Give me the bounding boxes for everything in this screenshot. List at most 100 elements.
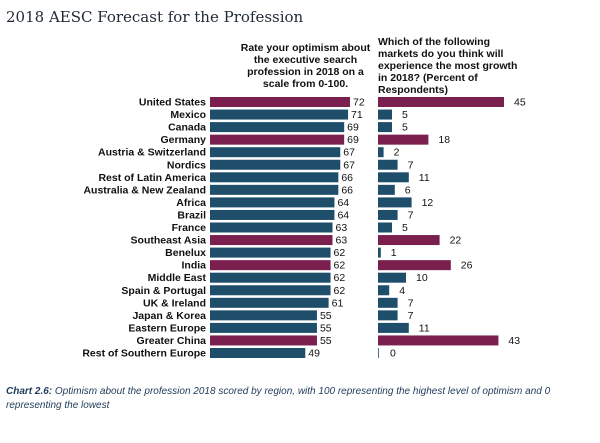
optimism-bar-brazil [210, 209, 335, 220]
optimism-value-australia-new-zealand: 66 [341, 184, 353, 196]
growth-value-brazil: 7 [408, 209, 414, 221]
optimism-value-middle-east: 62 [334, 272, 346, 284]
growth-bar-nordics [378, 159, 398, 170]
chart-caption: Chart 2.6: Optimism about the profession… [6, 385, 586, 413]
growth-bar-mexico [378, 109, 392, 120]
growth-bar-canada [378, 122, 392, 133]
growth-value-southeast-asia: 22 [450, 235, 462, 247]
growth-value-nordics: 7 [408, 159, 414, 171]
category-label-australia-new-zealand: Australia & New Zealand [83, 184, 206, 196]
growth-value-rest-of-latin-america: 11 [419, 172, 430, 184]
optimism-bar-canada [210, 122, 345, 133]
optimism-value-uk-ireland: 61 [332, 297, 344, 309]
growth-value-mexico: 5 [402, 109, 408, 121]
category-label-africa: Africa [176, 197, 206, 209]
optimism-value-eastern-europe: 55 [320, 322, 332, 334]
growth-bar-southeast-asia [378, 235, 440, 246]
growth-value-canada: 5 [402, 122, 408, 134]
optimism-bar-united-states [210, 97, 350, 107]
category-label-japan-korea: Japan & Korea [132, 310, 206, 322]
optimism-bar-austria-switzerland [210, 147, 341, 158]
growth-value-greater-china: 43 [508, 335, 520, 347]
category-label-india: India [181, 260, 206, 272]
optimism-value-southeast-asia: 63 [336, 235, 348, 247]
optimism-bar-spain-portugal [210, 285, 331, 296]
growth-value-uk-ireland: 7 [408, 297, 414, 309]
growth-bar-africa [378, 197, 412, 208]
optimism-bar-mexico [210, 109, 349, 120]
category-label-nordics: Nordics [167, 159, 206, 171]
growth-bar-france [378, 222, 392, 233]
growth-bar-rest-of-southern-europe [378, 348, 379, 358]
growth-value-germany: 18 [438, 134, 450, 146]
optimism-bar-germany [210, 134, 345, 145]
category-label-rest-of-southern-europe: Rest of Southern Europe [82, 348, 206, 360]
optimism-value-austria-switzerland: 67 [343, 147, 355, 159]
growth-value-australia-new-zealand: 6 [405, 184, 411, 196]
optimism-value-spain-portugal: 62 [334, 285, 346, 297]
optimism-value-canada: 69 [347, 122, 359, 134]
growth-value-austria-switzerland: 2 [394, 147, 400, 159]
growth-bar-australia-new-zealand [378, 184, 395, 195]
growth-value-benelux: 1 [391, 247, 397, 259]
growth-value-middle-east: 10 [416, 272, 428, 284]
chart-title: 2018 AESC Forecast for the Profession [6, 8, 304, 26]
optimism-bar-australia-new-zealand [210, 184, 339, 195]
growth-value-eastern-europe: 11 [419, 322, 430, 334]
category-label-middle-east: Middle East [148, 272, 207, 284]
optimism-value-france: 63 [336, 222, 348, 234]
growth-bar-benelux [378, 247, 381, 258]
growth-bar-uk-ireland [378, 297, 398, 308]
category-label-brazil: Brazil [177, 209, 206, 221]
growth-chart-header: Which of the following markets do you thi… [378, 36, 518, 96]
optimism-value-mexico: 71 [351, 109, 363, 121]
category-label-southeast-asia: Southeast Asia [131, 235, 207, 247]
optimism-bar-middle-east [210, 272, 331, 283]
growth-value-rest-of-southern-europe: 0 [390, 348, 396, 360]
growth-value-japan-korea: 7 [408, 310, 414, 322]
growth-value-france: 5 [402, 222, 408, 234]
growth-bar-brazil [378, 209, 398, 220]
growth-bar-middle-east [378, 272, 406, 283]
category-label-rest-of-latin-america: Rest of Latin America [98, 172, 206, 184]
growth-bar-united-states [378, 97, 504, 107]
optimism-value-rest-of-latin-america: 66 [341, 172, 353, 184]
optimism-bar-japan-korea [210, 310, 317, 321]
optimism-value-united-states: 72 [353, 97, 365, 109]
optimism-bar-rest-of-southern-europe [210, 348, 306, 358]
caption-label: Chart 2.6: [6, 386, 53, 397]
growth-value-united-states: 45 [514, 97, 526, 109]
optimism-bar-france [210, 222, 333, 233]
growth-value-spain-portugal: 4 [399, 285, 405, 297]
optimism-bar-india [210, 260, 331, 271]
category-label-united-states: United States [139, 97, 206, 109]
optimism-bar-eastern-europe [210, 322, 317, 333]
optimism-value-greater-china: 55 [320, 335, 332, 347]
growth-bar-india [378, 260, 451, 271]
growth-bar-germany [378, 134, 429, 145]
optimism-bar-uk-ireland [210, 297, 329, 308]
optimism-value-japan-korea: 55 [320, 310, 332, 322]
category-label-mexico: Mexico [170, 109, 206, 121]
growth-value-india: 26 [461, 260, 473, 272]
optimism-value-india: 62 [334, 260, 346, 272]
optimism-bar-rest-of-latin-america [210, 172, 339, 183]
category-label-eastern-europe: Eastern Europe [128, 322, 206, 334]
optimism-bar-nordics [210, 159, 341, 170]
optimism-chart-header: Rate your optimism about the executive se… [240, 42, 371, 90]
optimism-value-rest-of-southern-europe: 49 [308, 348, 320, 360]
optimism-bar-southeast-asia [210, 235, 333, 246]
category-label-austria-switzerland: Austria & Switzerland [98, 147, 206, 159]
optimism-bar-greater-china [210, 335, 317, 346]
growth-bar-japan-korea [378, 310, 398, 321]
caption-text: Optimism about the profession 2018 score… [6, 386, 551, 411]
optimism-value-germany: 69 [347, 134, 359, 146]
category-label-benelux: Benelux [165, 247, 206, 259]
optimism-bar-africa [210, 197, 335, 208]
growth-value-africa: 12 [422, 197, 434, 209]
optimism-value-benelux: 62 [334, 247, 346, 259]
optimism-value-nordics: 67 [343, 159, 355, 171]
growth-bar-eastern-europe [378, 322, 409, 333]
optimism-value-africa: 64 [337, 197, 349, 209]
